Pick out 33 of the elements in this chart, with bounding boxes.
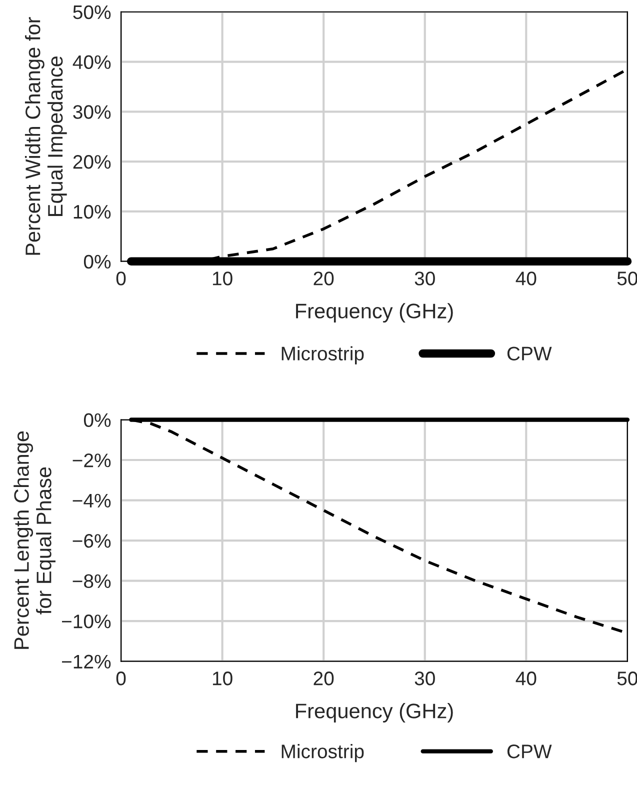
y-tick-label: −12% bbox=[62, 654, 111, 668]
y-axis-title: Percent Length Change for Equal Phase bbox=[14, 431, 56, 649]
x-tick-label: 40 bbox=[516, 672, 536, 686]
x-tick-label: 30 bbox=[414, 272, 435, 286]
legend-label: Microstrip bbox=[282, 346, 364, 364]
y-tick-label: −10% bbox=[62, 614, 111, 628]
y-tick-label: −4% bbox=[72, 494, 111, 508]
x-tick-label: 0 bbox=[116, 672, 126, 686]
y-tick-label: 10% bbox=[74, 204, 111, 219]
x-tick-label: 20 bbox=[314, 672, 334, 686]
x-axis-title: Frequency (GHz) bbox=[296, 303, 453, 323]
x-tick-label: 40 bbox=[516, 272, 536, 286]
y-tick-label: 50% bbox=[73, 5, 111, 20]
legend-label: CPW bbox=[507, 744, 552, 758]
y-tick-label: −6% bbox=[72, 534, 111, 548]
x-axis-title: Frequency (GHz) bbox=[296, 703, 453, 722]
y-tick-label: −8% bbox=[72, 574, 111, 588]
x-tick-label: 50 bbox=[617, 272, 637, 286]
y-tick-label: 20% bbox=[73, 155, 111, 169]
x-tick-label: 10 bbox=[212, 672, 232, 686]
y-tick-label: −2% bbox=[72, 453, 111, 468]
legend-label: Microstrip bbox=[282, 744, 364, 762]
x-tick-label: 0 bbox=[116, 272, 126, 286]
x-tick-label: 30 bbox=[414, 672, 435, 686]
y-tick-label: 40% bbox=[72, 55, 111, 70]
y-tick-label: 30% bbox=[73, 105, 111, 119]
y-tick-label: 0% bbox=[84, 254, 111, 269]
y-tick-label: 0% bbox=[84, 413, 111, 427]
legend-label: CPW bbox=[507, 346, 552, 360]
x-tick-label: 20 bbox=[314, 272, 334, 286]
y-axis-title: Percent Width Change for Equal Impedance bbox=[24, 17, 67, 255]
x-tick-label: 10 bbox=[212, 272, 232, 286]
x-tick-label: 50 bbox=[617, 672, 637, 686]
